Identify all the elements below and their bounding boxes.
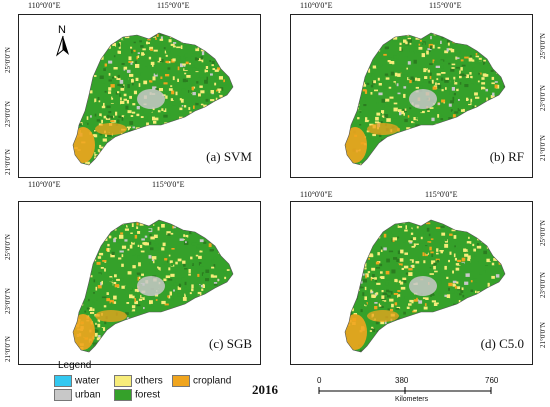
legend: Legend water others cropland urban fores… [52,360,252,404]
lon-tick-110: 110°0'0"E [28,1,61,10]
scale-units: Kilometers [395,396,429,403]
province-boundary [72,32,234,166]
legend-item-others: others [114,375,163,387]
legend-item-forest: forest [114,389,160,401]
lat-tick-23: 23°0'0"N [4,101,12,127]
map-panel-rf: 110°0'0"E 115°0'0"E 25°0'0"N 23°0'0"N 21… [290,1,547,178]
lat-tick-21: 21°0'0"N [4,149,12,175]
lat-tick-25: 25°0'0"N [539,33,547,59]
north-arrow-icon: N [56,24,69,57]
province-boundary [72,219,234,353]
panel-label: (d) C5.0 [480,336,524,351]
map-panel-c50: 25°0'0"N 23°0'0"N 21°0'0"N (d) C5.0 [290,201,547,365]
legend-label: forest [135,389,161,401]
lat-tick-21: 21°0'0"N [539,322,547,348]
legend-swatch [172,375,190,387]
legend-item-urban: urban [54,389,101,401]
land-cover-map [72,32,234,166]
land-cover-map [72,219,234,353]
map-panel-svm: 110°0'0"E 115°0'0"E 25°0'0"N 23°0'0"N 21… [4,1,261,178]
lon-tick-110-mid-right: 110°0'0"E [300,190,333,199]
lon-tick-115-mid-right: 115°0'0"E [425,190,458,199]
legend-swatch [114,389,132,401]
legend-swatch [54,375,72,387]
lat-tick-25: 25°0'0"N [539,220,547,246]
legend-swatch [114,375,132,387]
panel-label: (a) SVM [206,149,252,164]
lat-tick-25: 25°0'0"N [4,47,12,73]
scale-tick-0: 0 [317,376,322,385]
lat-tick-21: 21°0'0"N [4,336,12,362]
legend-label: water [75,375,100,387]
year-label: 2016 [252,382,278,397]
province-boundary [344,32,506,166]
lat-tick-23: 23°0'0"N [539,272,547,298]
lon-tick-115: 115°0'0"E [429,1,462,10]
map-panel-sgb: 25°0'0"N 23°0'0"N 21°0'0"N (c) SGB [4,201,261,365]
legend-label: others [135,375,163,387]
lat-tick-23: 23°0'0"N [539,85,547,111]
panel-label: (c) SGB [209,336,252,351]
legend-swatch [54,389,72,401]
scale-bar-line [318,387,492,394]
north-arrow: N [53,23,73,62]
north-label: N [58,24,66,36]
land-cover-map [344,32,506,166]
legend-label: cropland [193,375,232,387]
legend-item-water: water [54,375,99,387]
lon-tick-115: 115°0'0"E [157,1,190,10]
lon-tick-110-mid-left: 110°0'0"E [28,180,61,189]
legend-title: Legend [58,360,92,371]
province-boundary [344,219,506,353]
lat-tick-23: 23°0'0"N [4,288,12,314]
lat-tick-25: 25°0'0"N [4,234,12,260]
land-cover-map [344,219,506,353]
legend-item-cropland: cropland [172,375,231,387]
scale-tick-760: 760 [485,376,499,385]
lon-tick-110: 110°0'0"E [300,1,333,10]
panel-label: (b) RF [489,149,524,164]
lon-tick-115-mid-left: 115°0'0"E [152,180,185,189]
scale-bar: 0 380 760 Kilometers [317,376,499,406]
lat-tick-21: 21°0'0"N [539,135,547,161]
scale-tick-380: 380 [395,376,409,385]
legend-label: urban [75,389,101,401]
